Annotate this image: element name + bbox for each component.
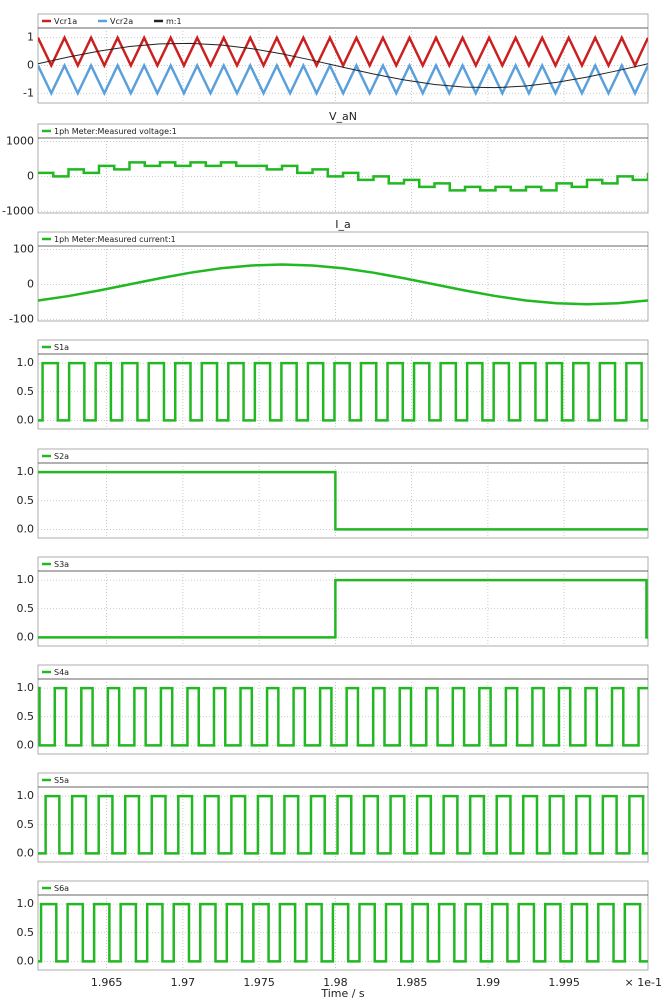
panel: I_a -100 0 100 1ph Meter:Measured current:1 — [9, 218, 649, 325]
step-trace — [38, 361, 648, 422]
step-trace — [38, 794, 648, 855]
line-trace — [38, 62, 648, 97]
panel-frame — [37, 123, 649, 214]
panel-frame — [37, 880, 649, 971]
y-tick-label: 0.0 — [17, 738, 35, 751]
x-tick-label: 1.965 — [91, 976, 123, 989]
panel-frame — [37, 556, 649, 647]
y-tick-label: 0.0 — [17, 846, 35, 859]
legend-label: S2a — [54, 452, 69, 461]
panel: V_aN -1000 0 1000 1ph Meter:Measured voltage… — [2, 110, 649, 217]
panel-frame — [37, 231, 649, 322]
y-tick-label: 0.5 — [17, 494, 35, 507]
y-tick-label: 0 — [27, 277, 34, 290]
y-tick-label: 0.0 — [17, 522, 35, 535]
step-trace — [38, 686, 648, 747]
y-tick-label: 1.0 — [17, 356, 35, 369]
x-axis-label: Time / s — [320, 987, 365, 1000]
step-trace — [38, 578, 648, 639]
x-tick-label: 1.985 — [396, 976, 428, 989]
legend-label: S6a — [54, 884, 69, 893]
panel-title: I_a — [335, 218, 351, 231]
step-trace — [38, 902, 648, 963]
y-tick-label: 1.0 — [17, 465, 35, 478]
panel: -1 0 1 Vcr1a Vcr2a m:1 — [23, 13, 649, 104]
legend-label: m:1 — [166, 17, 182, 26]
y-tick-label: 1000 — [6, 134, 34, 147]
y-tick-label: -100 — [9, 312, 34, 325]
legend-label: 1ph Meter:Measured current:1 — [54, 235, 176, 244]
legend-label: S4a — [54, 668, 69, 677]
legend-label: Vcr1a — [54, 17, 77, 26]
y-tick-label: -1000 — [2, 204, 34, 217]
legend-label: Vcr2a — [110, 17, 133, 26]
legend-label: S1a — [54, 343, 69, 352]
y-tick-label: 0 — [27, 59, 34, 72]
y-tick-label: 0.0 — [17, 413, 35, 426]
line-trace — [38, 42, 648, 89]
y-tick-label: -1 — [23, 86, 34, 99]
panel: 0.0 0.5 1.0 S3a — [17, 556, 649, 647]
y-tick-label: 1 — [27, 31, 34, 44]
step-trace — [38, 161, 648, 192]
y-tick-label: 0.0 — [17, 954, 35, 967]
y-tick-label: 100 — [13, 242, 34, 255]
x-tick-label: 1.98 — [323, 976, 348, 989]
legend-label: 1ph Meter:Measured voltage:1 — [54, 127, 177, 136]
y-tick-label: 0.5 — [17, 602, 35, 615]
y-tick-label: 0 — [27, 169, 34, 182]
y-tick-label: 0.0 — [17, 630, 35, 643]
panel: 0.0 0.5 1.0 S1a — [17, 339, 649, 430]
x-tick-label: 1.995 — [548, 976, 580, 989]
panel-frame — [37, 772, 649, 863]
line-trace — [38, 263, 648, 306]
x-tick-label: 1.99 — [476, 976, 501, 989]
y-tick-label: 1.0 — [17, 573, 35, 586]
x-tick-label: 1.975 — [243, 976, 275, 989]
legend-label: S5a — [54, 776, 69, 785]
panel: 0.0 0.5 1.0 S5a — [17, 772, 649, 863]
panel: 0.0 0.5 1.0 S4a — [17, 664, 649, 755]
y-tick-label: 1.0 — [17, 789, 35, 802]
x-multiplier: × 1e-1 — [625, 976, 662, 989]
panel: 1.965 1.97 1.975 1.98 1.985 1.99 1.995 × 1e-1 Ti… — [17, 880, 662, 1000]
y-tick-label: 1.0 — [17, 897, 35, 910]
x-tick-label: 1.97 — [171, 976, 196, 989]
panel-frame — [37, 339, 649, 430]
panel-frame — [37, 448, 649, 539]
panel-frame — [37, 13, 649, 104]
panel: 0.0 0.5 1.0 S2a — [17, 448, 649, 539]
panel-title: V_aN — [329, 110, 357, 123]
y-tick-label: 0.5 — [17, 818, 35, 831]
y-tick-label: 1.0 — [17, 681, 35, 694]
y-tick-label: 0.5 — [17, 385, 35, 398]
y-tick-label: 0.5 — [17, 710, 35, 723]
step-trace — [38, 470, 648, 531]
legend-label: S3a — [54, 560, 69, 569]
y-tick-label: 0.5 — [17, 926, 35, 939]
panel-frame — [37, 664, 649, 755]
line-trace — [38, 34, 648, 69]
